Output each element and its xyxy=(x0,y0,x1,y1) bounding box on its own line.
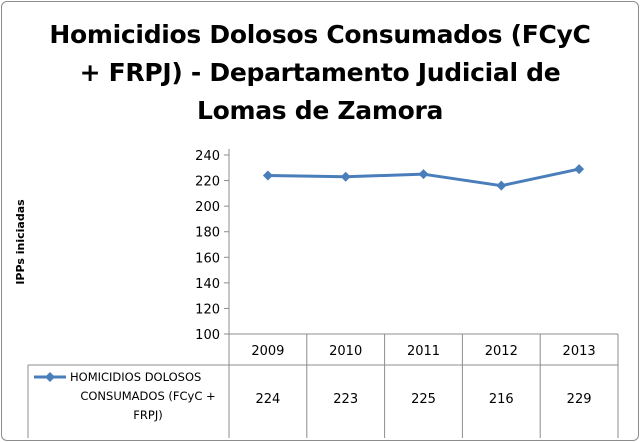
legend-marker xyxy=(45,372,55,382)
data-point-marker xyxy=(418,169,429,180)
y-tick-label: 200 xyxy=(195,200,220,215)
legend-label-line: CONSUMADOS (FCyC + xyxy=(80,389,215,403)
y-tick-label: 140 xyxy=(195,277,220,292)
y-tick-label: 220 xyxy=(195,175,220,190)
data-point-marker xyxy=(262,170,273,181)
table-value-cell: 216 xyxy=(489,392,514,407)
data-point-marker xyxy=(496,180,507,191)
chart-title-line-3: Lomas de Zamora xyxy=(196,96,444,125)
table-value-cell: 224 xyxy=(255,392,280,407)
legend-label-line: FRPJ) xyxy=(133,408,162,422)
table-value-cell: 223 xyxy=(333,392,358,407)
legend-label-line: HOMICIDIOS DOLOSOS xyxy=(70,370,201,384)
x-category-label: 2013 xyxy=(563,344,596,359)
x-category-label: 2012 xyxy=(485,344,518,359)
chart-title: Homicidios Dolosos Consumados (FCyC + FR… xyxy=(42,16,598,130)
y-tick-label: 160 xyxy=(195,251,220,266)
data-point-marker xyxy=(340,171,351,182)
x-category-label: 2011 xyxy=(407,344,440,359)
y-tick-label: 180 xyxy=(195,226,220,241)
y-tick-label: 120 xyxy=(195,302,220,317)
y-tick-label: 100 xyxy=(195,328,220,343)
x-category-label: 2010 xyxy=(329,344,362,359)
table-value-cell: 225 xyxy=(411,392,436,407)
table-value-cell: 229 xyxy=(567,392,592,407)
chart-title-line-1: Homicidios Dolosos Consumados (FCyC xyxy=(49,20,591,49)
y-tick-label: 240 xyxy=(195,149,220,164)
x-category-label: 2009 xyxy=(251,344,284,359)
data-point-marker xyxy=(574,164,585,175)
chart-title-line-2: + FRPJ) - Departamento Judicial de xyxy=(79,58,561,87)
